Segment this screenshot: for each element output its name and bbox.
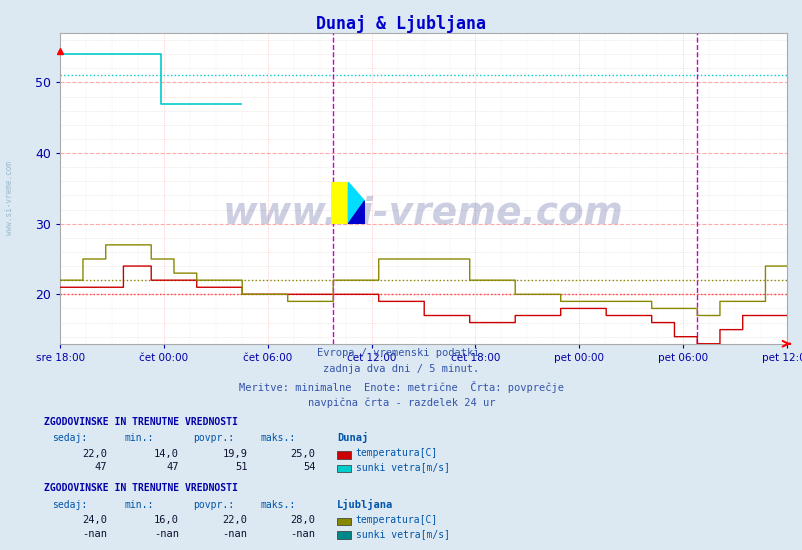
Text: zadnja dva dni / 5 minut.: zadnja dva dni / 5 minut.: [323, 364, 479, 374]
Polygon shape: [330, 183, 348, 224]
Text: povpr.:: povpr.:: [192, 499, 233, 510]
Text: ZGODOVINSKE IN TRENUTNE VREDNOSTI: ZGODOVINSKE IN TRENUTNE VREDNOSTI: [44, 416, 237, 427]
Text: 22,0: 22,0: [82, 448, 107, 459]
Text: Evropa / vremenski podatki.: Evropa / vremenski podatki.: [317, 348, 485, 358]
Text: 22,0: 22,0: [222, 515, 247, 525]
Text: temperatura[C]: temperatura[C]: [355, 448, 437, 459]
Text: sedaj:: sedaj:: [52, 433, 87, 443]
Text: 51: 51: [234, 462, 247, 472]
Text: sedaj:: sedaj:: [52, 499, 87, 510]
Text: navpična črta - razdelek 24 ur: navpična črta - razdelek 24 ur: [307, 397, 495, 408]
Text: min.:: min.:: [124, 433, 154, 443]
Text: maks.:: maks.:: [261, 433, 296, 443]
Text: 16,0: 16,0: [154, 515, 179, 525]
Text: maks.:: maks.:: [261, 499, 296, 510]
Text: 19,9: 19,9: [222, 448, 247, 459]
Polygon shape: [348, 183, 364, 224]
Text: 54: 54: [302, 462, 315, 472]
Text: temperatura[C]: temperatura[C]: [355, 515, 437, 525]
Text: -nan: -nan: [290, 529, 315, 539]
Text: 24,0: 24,0: [82, 515, 107, 525]
Text: min.:: min.:: [124, 499, 154, 510]
Text: Ljubljana: Ljubljana: [337, 499, 393, 510]
Text: -nan: -nan: [154, 529, 179, 539]
Text: 25,0: 25,0: [290, 448, 315, 459]
Polygon shape: [348, 201, 364, 224]
Text: www.si-vreme.com: www.si-vreme.com: [5, 161, 14, 235]
Text: 47: 47: [166, 462, 179, 472]
Text: sunki vetra[m/s]: sunki vetra[m/s]: [355, 462, 449, 472]
Text: Dunaj: Dunaj: [337, 432, 368, 443]
Text: 47: 47: [94, 462, 107, 472]
Text: www.si-vreme.com: www.si-vreme.com: [223, 195, 623, 231]
Text: Meritve: minimalne  Enote: metrične  Črta: povprečje: Meritve: minimalne Enote: metrične Črta:…: [239, 381, 563, 393]
Text: 28,0: 28,0: [290, 515, 315, 525]
Text: -nan: -nan: [222, 529, 247, 539]
Text: Dunaj & Ljubljana: Dunaj & Ljubljana: [316, 15, 486, 34]
Text: 14,0: 14,0: [154, 448, 179, 459]
Text: ZGODOVINSKE IN TRENUTNE VREDNOSTI: ZGODOVINSKE IN TRENUTNE VREDNOSTI: [44, 483, 237, 493]
Text: sunki vetra[m/s]: sunki vetra[m/s]: [355, 529, 449, 539]
Text: povpr.:: povpr.:: [192, 433, 233, 443]
Text: -nan: -nan: [82, 529, 107, 539]
